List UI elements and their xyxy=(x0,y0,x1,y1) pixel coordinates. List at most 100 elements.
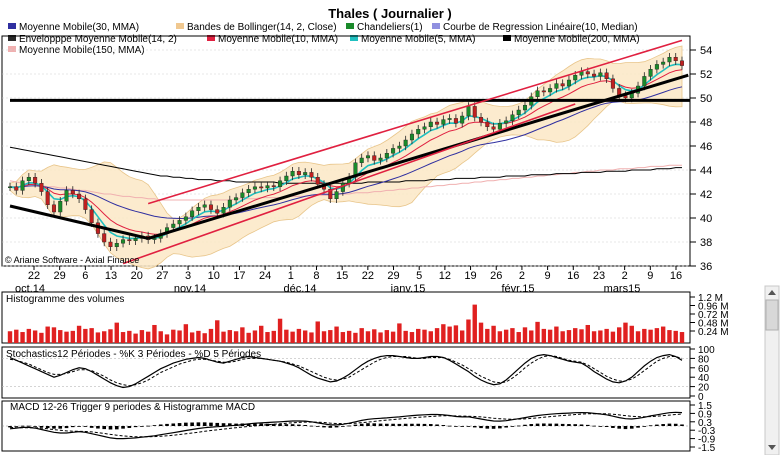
candle-body xyxy=(598,72,603,77)
copyright-text: © Ariane Software - Axial Finance xyxy=(5,255,139,265)
macd-histogram-bar xyxy=(8,426,12,428)
candle-body xyxy=(585,71,590,75)
volume-bar xyxy=(353,332,358,343)
x-day-label: 26 xyxy=(490,270,502,282)
candle-body xyxy=(479,116,484,123)
stochastics-tick-label: 80 xyxy=(698,354,710,365)
volume-bar xyxy=(39,332,44,343)
macd-histogram-bar xyxy=(309,425,314,427)
legend-swatch xyxy=(346,23,354,29)
candle-body xyxy=(566,79,571,87)
macd-histogram-bar xyxy=(83,426,88,427)
candle-body xyxy=(510,114,515,122)
volume-bar xyxy=(667,330,672,343)
candle-body xyxy=(667,57,672,63)
volume-bar xyxy=(309,332,314,343)
volume-bar xyxy=(252,330,258,343)
candle-body xyxy=(215,209,220,214)
volume-bar xyxy=(422,329,427,343)
macd-histogram-bar xyxy=(102,426,107,430)
macd-histogram-bar xyxy=(353,424,358,426)
stochastics-title: Stochastics12 Périodes - %K 3 Périodes -… xyxy=(6,349,261,360)
bollinger-band xyxy=(9,45,683,270)
price-tick-label: 46 xyxy=(700,141,712,153)
volume-bar xyxy=(7,331,13,343)
x-day-label: 16 xyxy=(567,270,579,282)
price-tick-label: 54 xyxy=(700,45,712,57)
macd-histogram-bar xyxy=(498,426,502,429)
macd-histogram-bar xyxy=(491,426,496,429)
volume-bar xyxy=(416,328,421,343)
volume-bar xyxy=(177,330,182,343)
macd-histogram-bar xyxy=(504,426,508,428)
volume-bar xyxy=(579,329,584,343)
macd-trigger-line xyxy=(9,413,683,438)
macd-histogram-bar xyxy=(359,423,364,426)
volume-bar xyxy=(466,319,471,343)
candle-body xyxy=(278,180,283,188)
volume-title: Histogramme des volumes xyxy=(6,294,124,305)
candle-body xyxy=(416,128,421,135)
macd-histogram-bar xyxy=(184,422,188,426)
macd-histogram-bar xyxy=(265,423,270,426)
candle-body xyxy=(234,197,239,201)
volume-bar xyxy=(108,329,113,343)
stochastics-tick-label: 0 xyxy=(698,392,704,403)
macd-histogram-bar xyxy=(297,424,301,426)
candle-body xyxy=(108,241,113,247)
macd-histogram-bar xyxy=(378,423,383,426)
volume-bar xyxy=(26,328,32,343)
candle-body xyxy=(680,60,685,66)
macd-histogram-bar xyxy=(58,426,63,429)
macd-histogram-bar xyxy=(479,426,483,429)
candle-body xyxy=(403,139,408,147)
volume-bar xyxy=(610,331,616,343)
candle-body xyxy=(196,206,201,211)
candle-body xyxy=(240,192,245,198)
macd-tick-label: 0.9 xyxy=(698,409,712,420)
macd-histogram-bar xyxy=(680,424,684,426)
macd-histogram-bar xyxy=(328,426,333,428)
volume-bar xyxy=(334,326,339,343)
candle-body xyxy=(64,190,69,202)
volume-bar xyxy=(372,329,377,343)
macd-histogram-bar xyxy=(303,425,307,426)
macd-histogram-bar xyxy=(278,424,282,426)
volume-bar xyxy=(573,328,578,343)
macd-histogram-bar xyxy=(271,423,276,426)
x-day-label: 10 xyxy=(208,270,220,282)
candle-body xyxy=(472,106,477,118)
volume-bar xyxy=(271,330,276,343)
candle-body xyxy=(441,119,446,125)
macd-histogram-bar xyxy=(89,426,94,428)
candle-body xyxy=(642,76,647,87)
macd-histogram-bar xyxy=(146,425,150,427)
volume-bar xyxy=(340,332,346,343)
macd-histogram-bar xyxy=(52,426,56,429)
macd-histogram-bar xyxy=(121,426,125,429)
volume-bar xyxy=(516,332,521,343)
x-day-label: 29 xyxy=(54,270,66,282)
volume-bar xyxy=(510,328,515,343)
candle-body xyxy=(548,88,553,93)
macd-histogram-bar xyxy=(315,426,320,427)
candle-body xyxy=(497,122,502,130)
volume-bar xyxy=(535,321,540,343)
macd-histogram-bar xyxy=(441,425,446,426)
volume-bar xyxy=(616,327,622,343)
legend-label-0: Moyenne Mobile(30, MMA) xyxy=(19,22,139,33)
candle-body xyxy=(315,176,320,185)
x-day-label: 24 xyxy=(259,270,271,282)
macd-histogram-bar xyxy=(642,426,647,427)
macd-histogram-bar xyxy=(623,426,628,430)
candle-body xyxy=(604,72,609,80)
macd-histogram-bar xyxy=(629,426,634,429)
macd-histogram-bar xyxy=(221,423,226,426)
legend-swatch xyxy=(8,35,16,41)
volume-bar xyxy=(472,304,477,343)
macd-histogram-bar xyxy=(410,423,414,426)
volume-bar xyxy=(152,324,157,343)
macd-histogram-bar xyxy=(171,423,176,426)
volume-bar xyxy=(635,331,641,343)
volume-bar xyxy=(660,326,666,343)
